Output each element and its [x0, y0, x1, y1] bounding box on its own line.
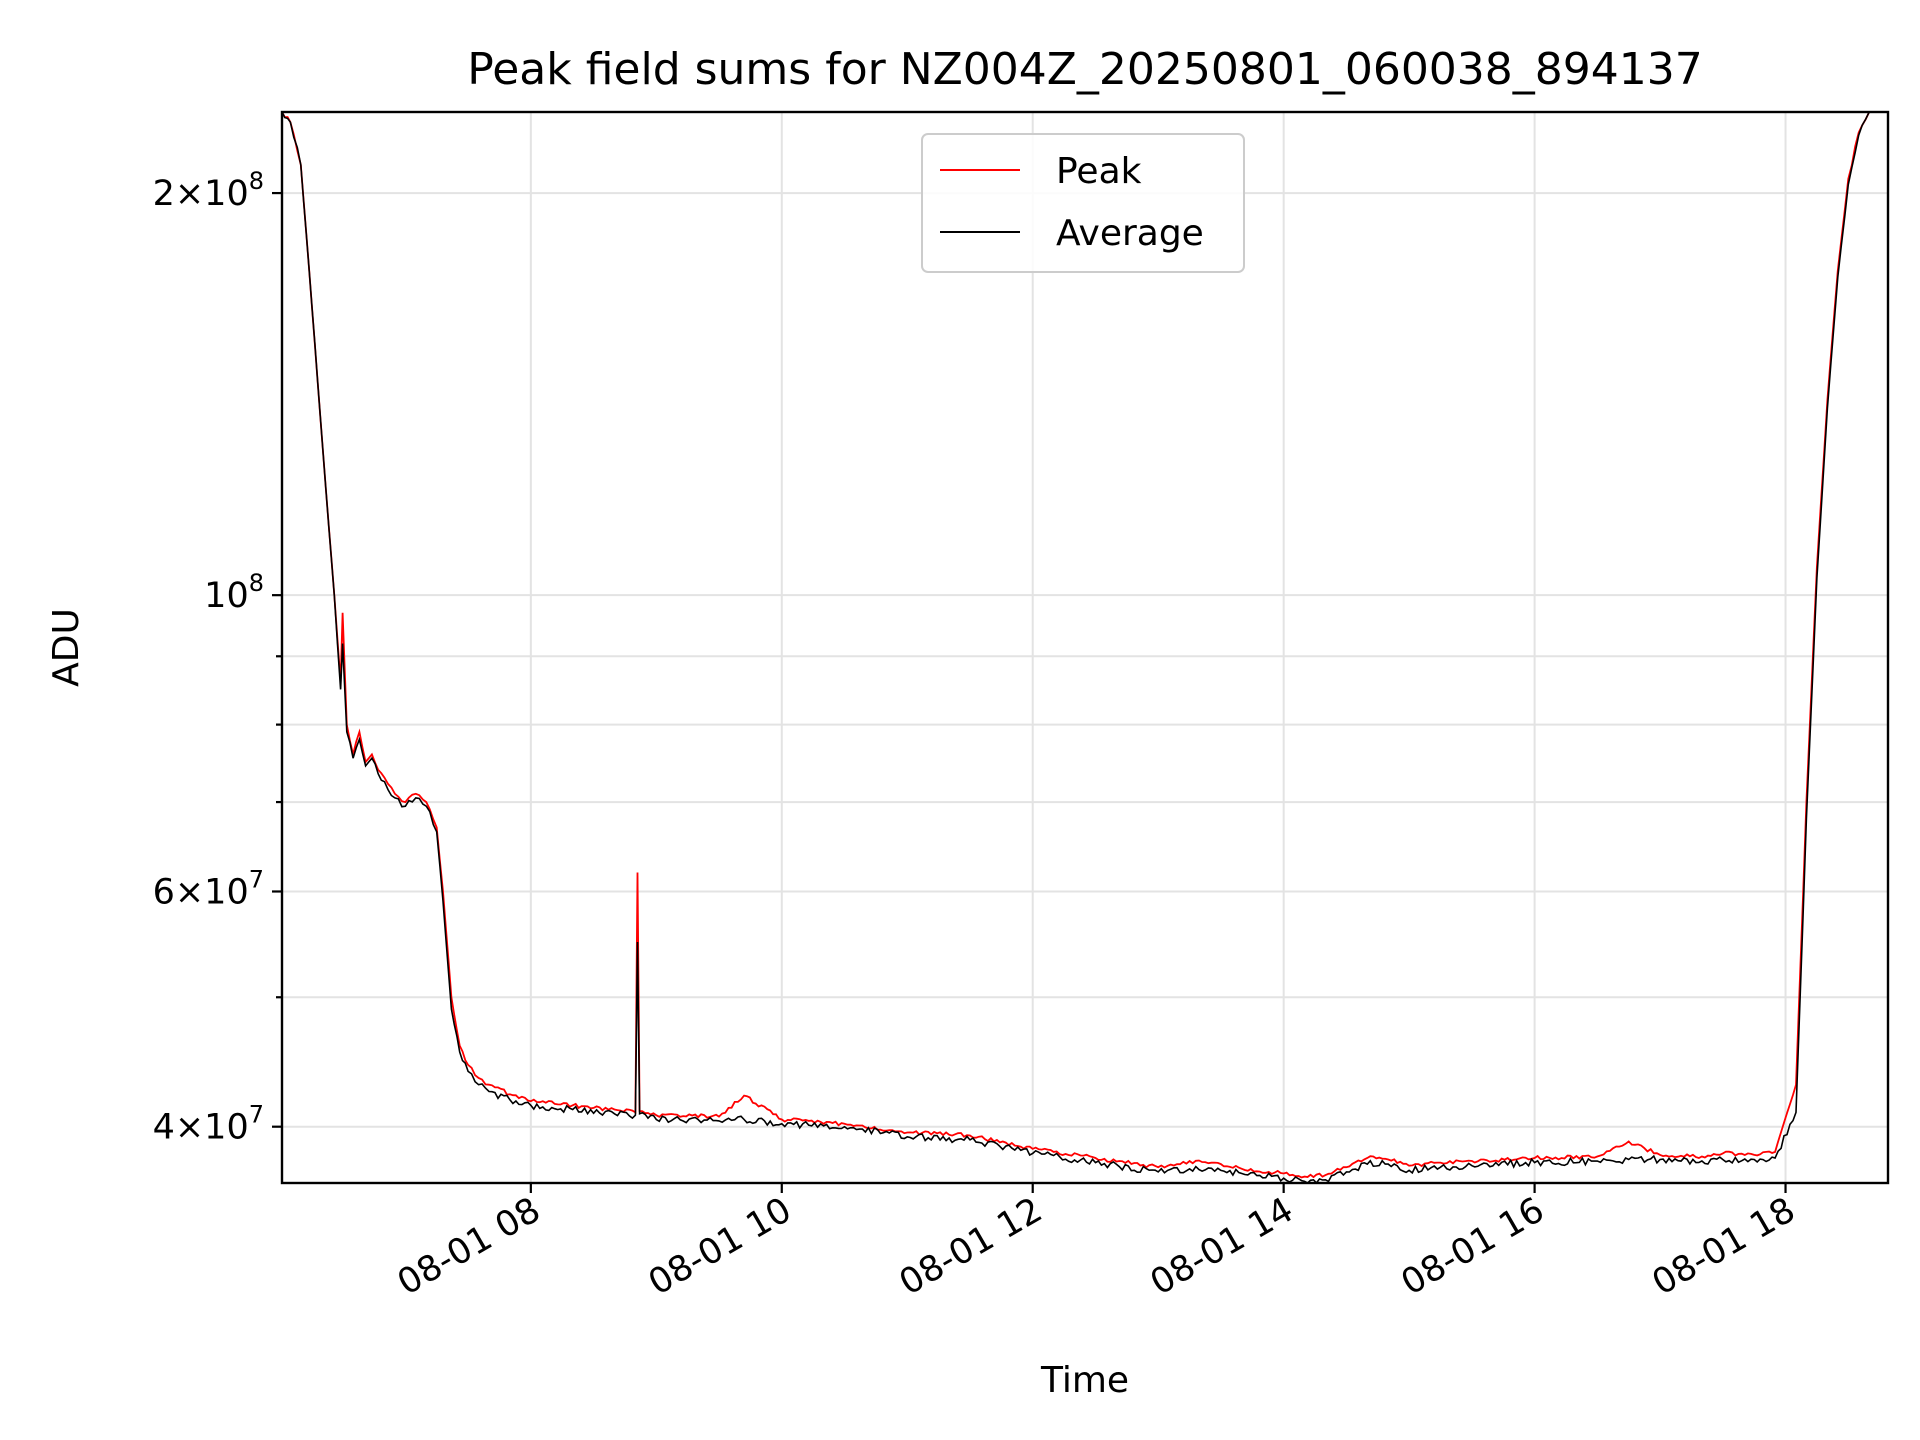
y-tick-exponent: 8	[249, 167, 264, 195]
y-tick-label: 6×107	[153, 865, 264, 912]
legend-label-average: Average	[1056, 213, 1204, 254]
y-tick-mantissa: 2×10	[153, 174, 249, 214]
y-tick-mantissa: 4×10	[153, 1108, 249, 1148]
legend-label-peak: Peak	[1056, 151, 1142, 192]
y-tick-mantissa: 6×10	[153, 872, 249, 912]
y-tick-label: 108	[204, 569, 264, 616]
legend: Peak Average	[921, 133, 1245, 273]
y-tick-label: 4×107	[153, 1101, 264, 1148]
plot-frame	[280, 110, 1890, 1185]
grid	[282, 112, 1888, 1183]
y-tick-mantissa: 10	[204, 576, 249, 616]
y-tick-exponent: 7	[249, 865, 264, 893]
legend-box	[921, 133, 1245, 273]
chart-title: Peak field sums for NZ004Z_20250801_0600…	[467, 44, 1703, 95]
series-line-average	[281, 111, 1888, 1185]
y-tick-label: 2×108	[153, 167, 264, 214]
y-tick-exponent: 8	[249, 569, 264, 597]
y-tick-exponent: 7	[249, 1101, 264, 1129]
x-axis-label: Time	[1040, 1360, 1129, 1401]
series-line-peak	[281, 111, 1888, 1179]
y-axis-label: ADU	[46, 608, 87, 687]
series-layer	[281, 111, 1888, 1185]
